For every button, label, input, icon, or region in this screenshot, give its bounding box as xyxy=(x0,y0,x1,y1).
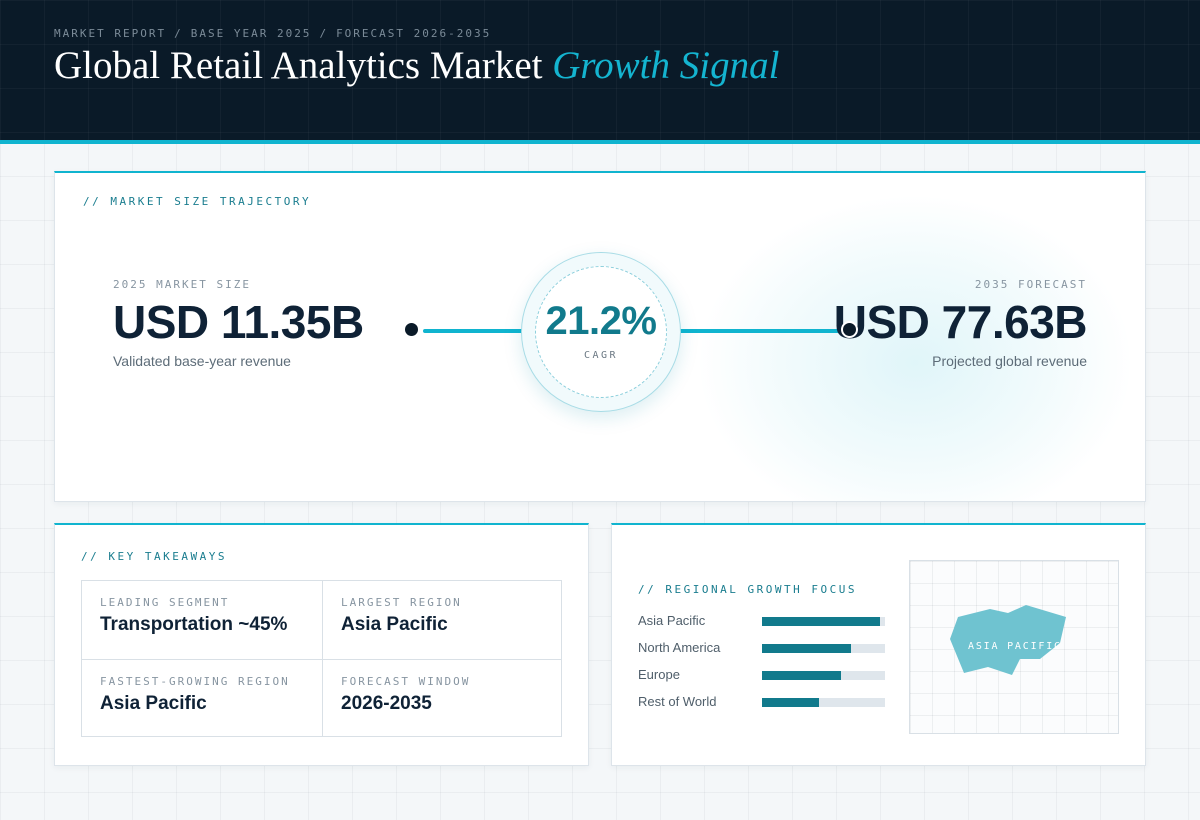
region-bar-track xyxy=(762,644,885,653)
end-caption: 2035 FORECAST xyxy=(974,278,1087,291)
page-title-accent: Growth Signal xyxy=(552,44,780,87)
trajectory-line-left xyxy=(423,329,533,333)
breadcrumb-item[interactable]: BASE YEAR 2025 xyxy=(190,27,312,40)
takeaway-label: FASTEST-GROWING REGION xyxy=(100,675,290,688)
report-header: MARKET REPORT / BASE YEAR 2025 / FORECAS… xyxy=(0,0,1200,144)
takeaway-value: 2026-2035 xyxy=(341,693,432,714)
market-size-trajectory-card: // MARKET SIZE TRAJECTORY 2025 MARKET SI… xyxy=(54,171,1146,502)
region-label: Rest of World xyxy=(638,694,717,709)
takeaway-value: Asia Pacific xyxy=(341,614,448,635)
start-marker xyxy=(403,321,420,338)
region-label: North America xyxy=(638,640,721,655)
takeaway-forecast-window: FORECAST WINDOW 2026-2035 xyxy=(322,659,562,737)
region-bar-track xyxy=(762,698,885,707)
breadcrumb-item[interactable]: MARKET REPORT xyxy=(54,27,167,40)
breadcrumb-separator: / xyxy=(174,27,183,40)
start-value: USD 11.35B xyxy=(113,296,364,348)
region-bar-row: Rest of World xyxy=(638,694,888,721)
end-value: USD 77.63B xyxy=(833,296,1088,348)
section-label: // MARKET SIZE TRAJECTORY xyxy=(83,195,312,208)
page-title: Global Retail Analytics Market Growth Si… xyxy=(54,43,779,88)
takeaway-fastest-growing-region: FASTEST-GROWING REGION Asia Pacific xyxy=(82,659,322,737)
region-bar-row: Asia Pacific xyxy=(638,613,888,640)
takeaway-largest-region: LARGEST REGION Asia Pacific xyxy=(322,581,562,659)
region-label: Europe xyxy=(638,667,680,682)
cagr-ring xyxy=(535,266,667,398)
takeaway-label: LARGEST REGION xyxy=(341,596,462,609)
asia-pacific-map-shape xyxy=(950,605,1066,675)
takeaway-value: Transportation ~45% xyxy=(100,614,288,635)
end-description: Projected global revenue xyxy=(932,353,1087,369)
end-marker xyxy=(841,321,858,338)
region-bar-fill xyxy=(762,644,851,653)
section-label: // REGIONAL GROWTH FOCUS xyxy=(638,583,857,596)
region-label: Asia Pacific xyxy=(638,613,706,628)
map-region-label: ASIA PACIFIC xyxy=(968,641,1062,652)
breadcrumb-separator: / xyxy=(319,27,329,40)
start-caption: 2025 MARKET SIZE xyxy=(113,278,251,291)
region-bar-row: Europe xyxy=(638,667,888,694)
cagr-value: 21.2% xyxy=(545,299,657,343)
region-bar-fill xyxy=(762,698,819,707)
region-bar-fill xyxy=(762,671,841,680)
trajectory-line-right xyxy=(665,329,849,333)
takeaways-grid: LEADING SEGMENT Transportation ~45% LARG… xyxy=(81,580,562,737)
region-map: ASIA PACIFIC xyxy=(909,560,1119,734)
start-description: Validated base-year revenue xyxy=(113,353,291,369)
section-label: // KEY TAKEAWAYS xyxy=(81,550,227,563)
takeaway-label: FORECAST WINDOW xyxy=(341,675,471,688)
region-bar-track xyxy=(762,671,885,680)
takeaway-leading-segment: LEADING SEGMENT Transportation ~45% xyxy=(82,581,322,659)
breadcrumb: MARKET REPORT / BASE YEAR 2025 / FORECAS… xyxy=(54,27,491,40)
region-bar-fill xyxy=(762,617,881,626)
cagr-label: CAGR xyxy=(583,350,619,361)
cagr-badge: 21.2% CAGR xyxy=(521,252,681,412)
takeaway-value: Asia Pacific xyxy=(100,693,207,714)
region-bar-track xyxy=(762,617,885,626)
breadcrumb-item[interactable]: FORECAST 2026-2035 xyxy=(336,27,492,40)
regional-bars: Asia Pacific North America Europe Rest o… xyxy=(638,613,888,721)
region-bar-row: North America xyxy=(638,640,888,667)
takeaway-label: LEADING SEGMENT xyxy=(100,596,230,609)
page-title-main: Global Retail Analytics Market xyxy=(54,44,543,87)
key-takeaways-card: // KEY TAKEAWAYS LEADING SEGMENT Transpo… xyxy=(54,523,589,766)
regional-growth-focus-card: // REGIONAL GROWTH FOCUS Asia Pacific No… xyxy=(611,523,1146,766)
